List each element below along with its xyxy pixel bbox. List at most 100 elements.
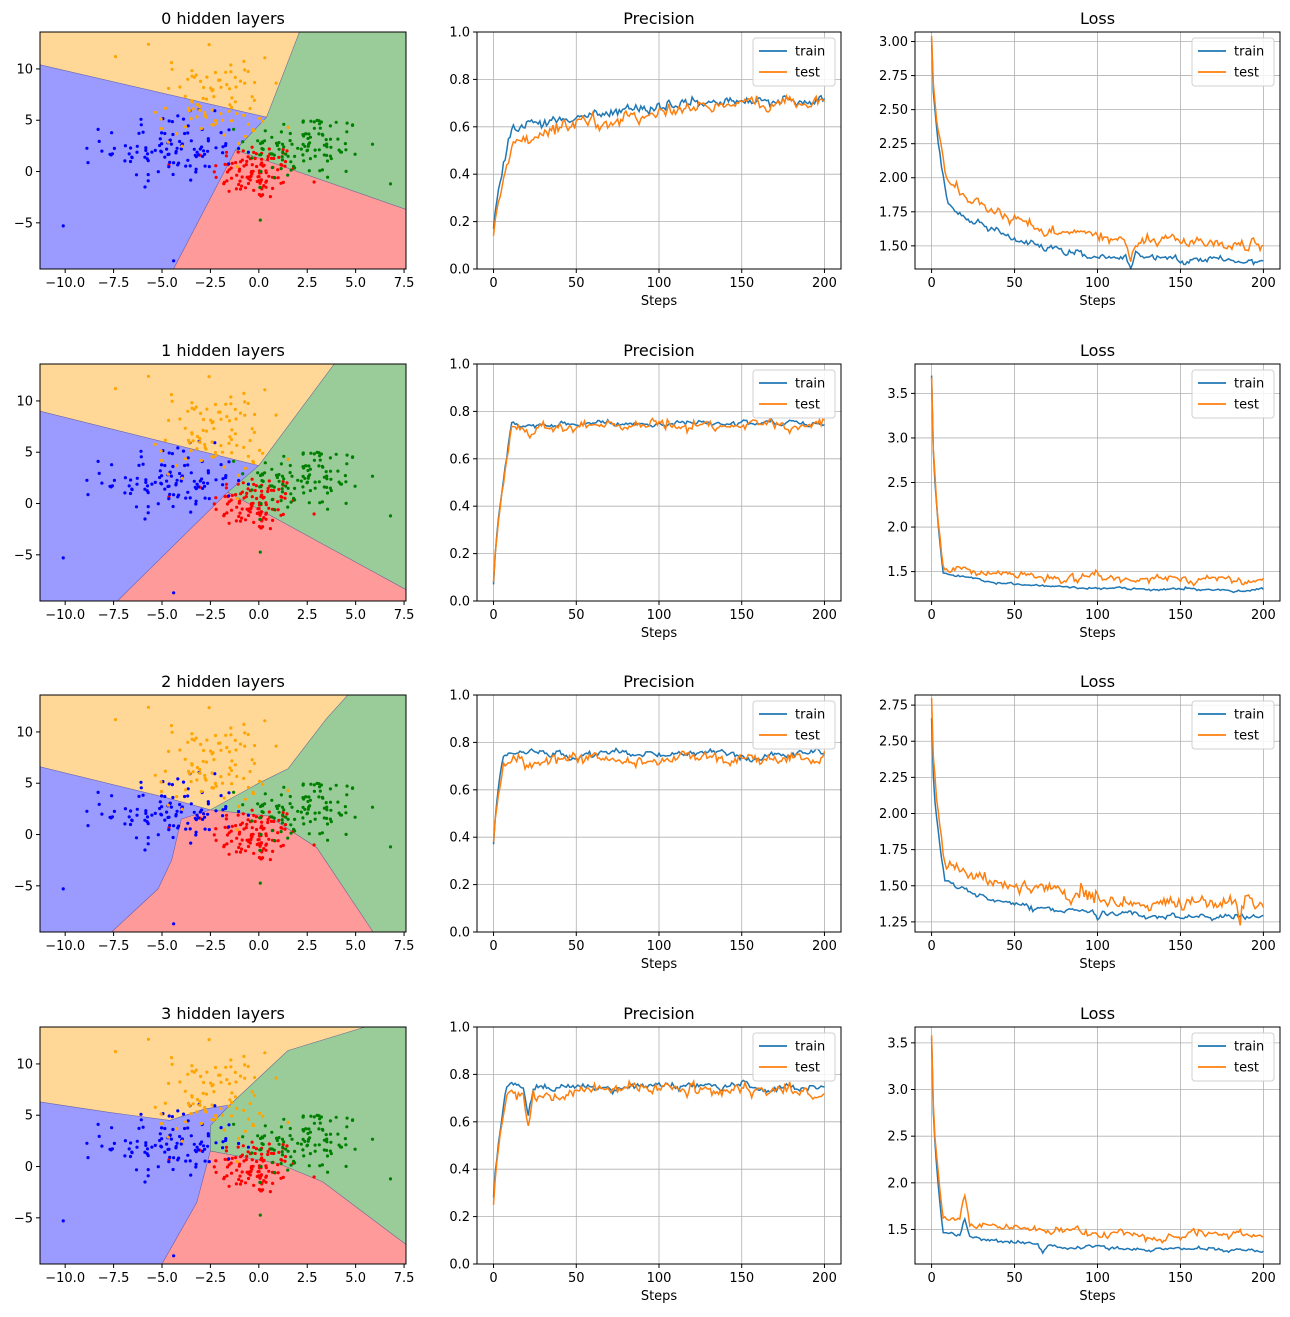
point-red [245,822,249,827]
point-red [237,182,241,187]
point-green [303,1127,308,1131]
point-green [339,813,343,817]
y-tick-label: 2.50 [879,735,908,750]
point-green [309,119,313,123]
point-blue [176,1109,180,1113]
point-orange [113,387,118,391]
point-green [353,1147,357,1151]
point-orange [159,449,163,453]
y-tick-label: 0.0 [449,1258,470,1273]
point-orange [233,738,237,743]
point-blue [169,142,173,146]
point-orange [198,1099,202,1104]
point-blue [186,794,190,798]
x-tick-label: 0.0 [248,276,269,291]
point-blue [146,1168,150,1172]
point-red [225,511,229,515]
x-tick-label: 100 [1085,276,1110,291]
point-green [296,146,300,150]
y-tick-label: 0.8 [449,73,470,88]
point-red [257,838,261,842]
point-green [302,491,306,495]
point-orange [210,123,214,127]
point-red [283,164,287,168]
point-green [279,1162,283,1166]
point-blue [167,1160,171,1164]
point-blue [176,777,180,781]
point-orange [227,87,232,91]
point-green [329,489,333,493]
point-green [328,124,332,128]
point-green [319,783,323,787]
point-orange [199,458,203,463]
point-orange [202,1080,206,1085]
point-green [325,153,329,157]
point-green [317,1143,321,1147]
point-orange [186,409,190,413]
point-green [317,1127,321,1131]
x-tick-label: 150 [1168,276,1193,291]
point-orange [146,42,151,46]
point-blue [203,827,207,831]
point-orange [263,388,267,392]
point-blue [146,1174,150,1178]
point-green [313,811,317,815]
point-orange [169,61,174,65]
point-green [261,473,265,477]
point-green [241,1135,245,1139]
point-orange [222,133,226,137]
x-axis-label: Steps [1079,957,1116,972]
point-red [238,519,243,523]
point-orange [194,405,198,409]
point-red [252,150,256,154]
x-tick-label: 100 [1085,608,1110,623]
point-orange [167,418,171,422]
point-red [245,1154,249,1158]
point-blue [227,1157,231,1161]
point-red [241,1144,245,1148]
point-green [288,1134,292,1138]
point-orange [248,1101,252,1106]
point-blue [227,1123,231,1127]
point-blue [156,502,160,506]
point-red [271,1181,275,1185]
point-green [312,120,316,124]
point-green [250,1151,254,1155]
point-orange [205,738,209,742]
point-red [255,164,259,169]
point-blue [159,150,164,154]
x-axis-label: Steps [641,626,678,641]
point-blue [158,137,162,141]
point-green [305,812,309,816]
point-orange [213,1065,218,1070]
point-blue [221,1146,225,1150]
point-blue [176,826,180,830]
point-red [252,851,256,856]
point-green [339,482,343,486]
point-red [243,1181,248,1185]
y-tick-label: 0 [25,165,33,180]
point-blue [171,1167,175,1172]
point-orange [210,1084,214,1088]
point-blue [194,830,198,834]
point-blue [135,807,139,811]
point-orange [210,771,214,775]
point-blue [168,823,172,828]
point-red [229,498,233,502]
point-red [267,810,271,814]
x-tick-label: 150 [729,276,754,291]
point-green [259,1148,263,1152]
point-orange [184,457,188,461]
point-green [309,451,313,455]
point-green [301,805,305,810]
point-blue [165,1142,169,1146]
point-blue [172,1254,176,1258]
point-green [288,131,292,136]
y-tick-label: 0.4 [449,168,470,183]
point-blue [163,463,167,468]
point-blue [206,800,210,804]
point-orange [189,1112,193,1116]
point-orange [195,765,200,770]
point-red [222,512,226,516]
